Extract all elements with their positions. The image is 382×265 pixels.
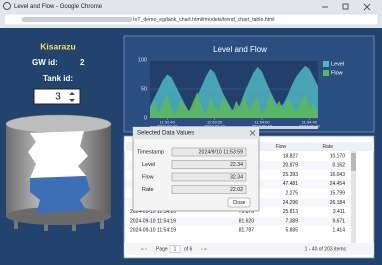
table-cell: 2024-09-10 11:54:19 <box>130 228 176 234</box>
legend-label: Level <box>331 61 344 67</box>
table-cell: 47.481 <box>283 181 299 187</box>
table-cell: 81.787 <box>239 228 255 234</box>
field-label: Rate <box>142 187 154 193</box>
browser-window: Level and Flow - Google Chrome IoT_demo_… <box>0 0 382 265</box>
page-label: Page <box>156 246 168 252</box>
table-cell: 7.389 <box>285 218 298 224</box>
column-header: Flow <box>275 144 286 150</box>
table-cell: 25.813 <box>283 209 299 215</box>
table-cell: 2024-09-10 11:54:19 <box>130 218 176 224</box>
gw-label: GW id: <box>32 58 58 67</box>
table-cell: 16.043 <box>330 172 346 178</box>
field-label: Level <box>142 162 155 168</box>
table-cell: 25.393 <box>283 172 299 178</box>
dialog: Selected Data Values Timestamp 2024/9/10 … <box>133 127 259 211</box>
y-tick-label: 0 <box>144 115 147 121</box>
table-cell: 24.296 <box>283 200 299 206</box>
dialog-title: Selected Data Values <box>137 131 194 137</box>
table-cell: 9.671 <box>332 218 345 224</box>
tank-id: 3 <box>55 92 61 103</box>
table-cell: 20.879 <box>283 163 299 169</box>
chart: 05010011:52:402024-09-1011:53:202024-09-… <box>138 57 344 128</box>
pager-next-buttons[interactable]: › » <box>201 246 207 252</box>
page-count: of 6 <box>184 246 193 252</box>
y-tick-label: 100 <box>138 57 147 63</box>
close-label: Close <box>233 200 246 206</box>
field-value: 22.02 <box>230 187 243 193</box>
gw-id: 2 <box>80 58 85 67</box>
pager-items: 1 - 40 of 203 items <box>305 246 347 252</box>
table-cell: 18.827 <box>283 153 299 159</box>
field-value: 2024/9/10 11:53:59 <box>199 149 243 155</box>
table-cell: 10.170 <box>330 153 346 159</box>
field-label: Flow <box>142 174 154 180</box>
table-cell: 5.885 <box>285 228 298 234</box>
blurred-url <box>22 17 132 22</box>
field-label: Timestamp <box>137 149 164 155</box>
table-cell: 15.799 <box>330 191 346 197</box>
tank-label: Tank id: <box>43 74 73 83</box>
table-cell: 1.414 <box>332 228 345 234</box>
y-tick-label: 50 <box>141 86 147 92</box>
pager-buttons[interactable]: « ‹ <box>141 246 147 252</box>
table-cell: 3.411 <box>333 209 345 215</box>
legend-swatch <box>323 61 329 67</box>
window-title: Level and Flow - Google Chrome <box>14 4 103 10</box>
scrollbar-thumb[interactable] <box>351 153 356 171</box>
url: IoT_demo_eg/tank_chart.html#models/trend… <box>133 17 275 23</box>
column-header: Rate <box>322 144 333 150</box>
legend-swatch <box>323 70 329 76</box>
table-cell: 81.620 <box>239 218 255 224</box>
legend-label: Flow <box>331 70 343 76</box>
chart-title: Level and Flow <box>213 45 267 54</box>
table-cell: 26.184 <box>330 200 346 206</box>
tank-illustration <box>6 115 111 231</box>
field-value: 32.34 <box>230 174 243 180</box>
table-cell: 0.162 <box>332 163 345 169</box>
table-cell: 24.454 <box>330 181 346 187</box>
page-number: 1 <box>174 246 177 252</box>
table-cell: 2.275 <box>285 191 298 197</box>
site-name: Kisarazu <box>40 41 75 51</box>
field-value: 22.34 <box>230 162 243 168</box>
